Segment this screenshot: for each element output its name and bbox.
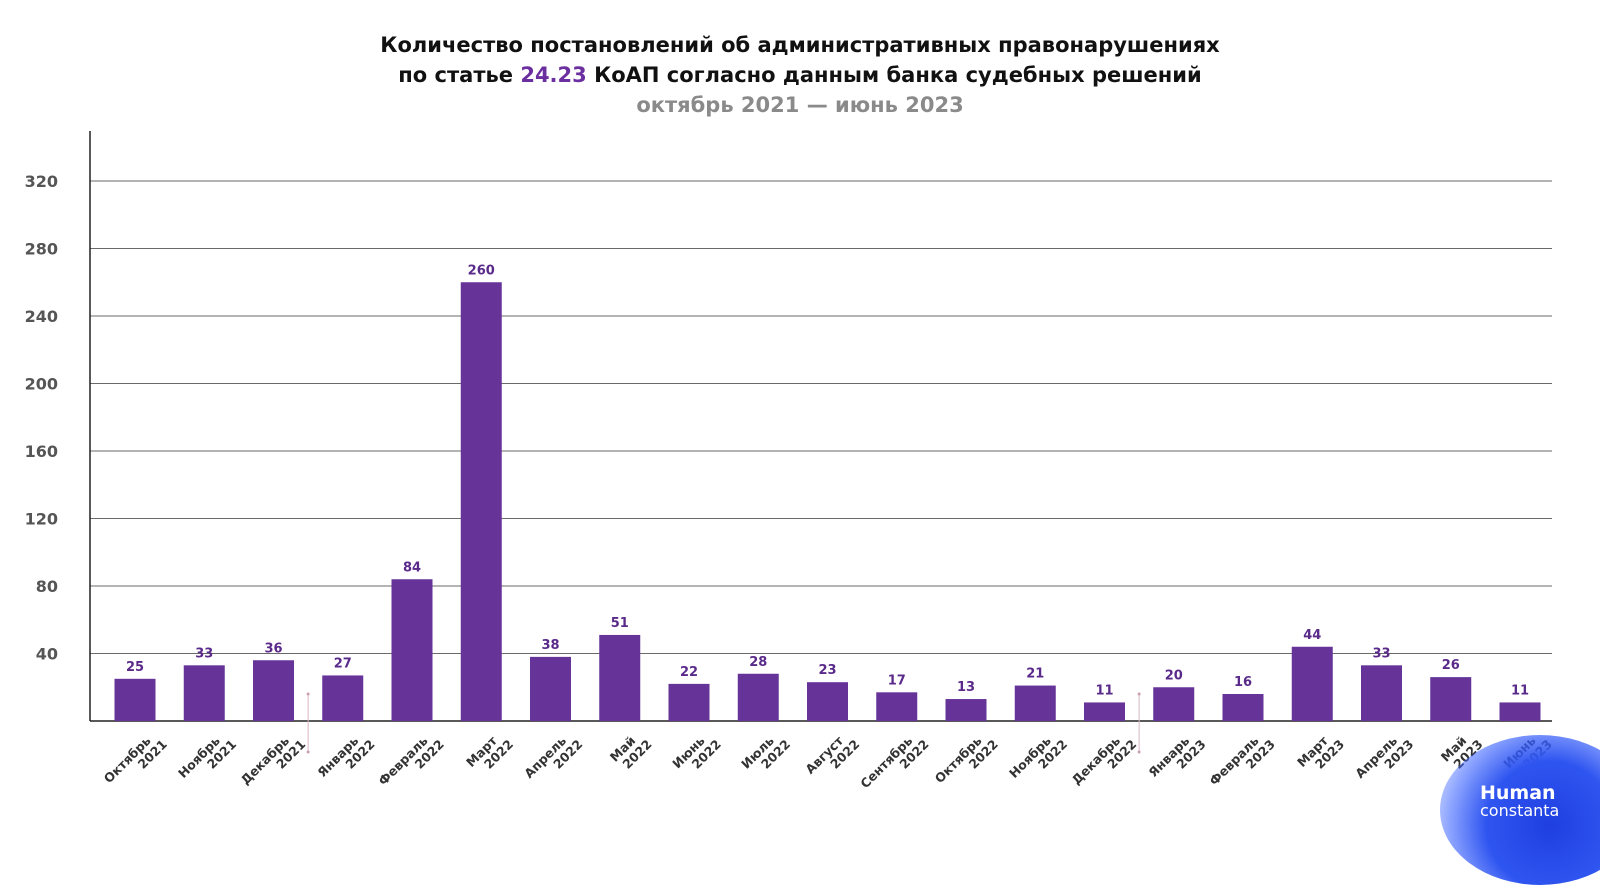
- y-tick-label: 280: [25, 240, 58, 259]
- bar: [599, 634, 641, 721]
- bar: [807, 682, 848, 721]
- data-label: 21: [1026, 667, 1044, 682]
- logo-line2: constanta: [1480, 801, 1560, 820]
- data-label: 36: [264, 641, 282, 656]
- data-label: 260: [468, 263, 495, 278]
- bar: [114, 678, 156, 721]
- chart-subtitle: октябрь 2021 — июнь 2023: [636, 93, 964, 117]
- data-label: 26: [1442, 658, 1460, 673]
- data-label: 16: [1234, 675, 1252, 690]
- y-tick-label: 200: [25, 375, 58, 394]
- y-tick-label: 40: [36, 645, 58, 664]
- chart-title-line2: по статье 24.23 КоАП согласно данным бан…: [0, 60, 1600, 90]
- data-label: 33: [1372, 646, 1390, 661]
- chart-title-line2-start: по статье: [398, 63, 521, 87]
- bar: [183, 665, 225, 721]
- data-label: 11: [1095, 683, 1113, 698]
- data-label: 17: [888, 673, 906, 688]
- data-label: 44: [1303, 628, 1321, 643]
- bar: [1222, 694, 1264, 721]
- bar: [391, 579, 433, 721]
- chart-title-line2-end: КоАП согласно данным банка судебных реше…: [586, 63, 1202, 87]
- y-tick-label: 80: [36, 577, 58, 596]
- data-label: 22: [680, 665, 698, 680]
- year-divider-dot-top: [306, 692, 310, 696]
- bar: [530, 656, 571, 721]
- year-divider-dot-bottom: [1137, 750, 1141, 754]
- chart-title-line1: Количество постановлений об администрати…: [380, 33, 1220, 57]
- chart-title-block: Количество постановлений об администрати…: [0, 30, 1600, 120]
- data-label: 25: [126, 660, 144, 675]
- data-label: 51: [611, 616, 629, 631]
- data-label: 23: [818, 663, 836, 678]
- bar: [322, 675, 364, 721]
- y-tick-label: 240: [25, 307, 58, 326]
- data-label: 33: [195, 646, 213, 661]
- data-label: 28: [749, 655, 767, 670]
- data-label: 84: [403, 560, 421, 575]
- data-label: 11: [1511, 683, 1529, 698]
- logo-line1: Human: [1480, 782, 1556, 804]
- y-tick-label: 120: [25, 510, 58, 529]
- data-label: 27: [334, 656, 352, 671]
- data-label: 38: [541, 638, 559, 653]
- chart-title-article: 24.23: [520, 63, 587, 87]
- bar: [737, 673, 779, 721]
- bar: [1153, 687, 1195, 721]
- bar: [1014, 685, 1056, 721]
- human-constanta-logo: Human constanta: [1480, 784, 1559, 820]
- bar: [460, 282, 502, 721]
- y-tick-label: 160: [25, 442, 58, 461]
- y-tick-label: 320: [25, 172, 58, 191]
- bar: [1361, 665, 1402, 721]
- data-label: 20: [1165, 668, 1183, 683]
- bar: [1084, 702, 1125, 721]
- bar: [1291, 646, 1333, 721]
- bar: [876, 692, 918, 721]
- data-label: 13: [957, 680, 975, 695]
- bar: [1430, 677, 1472, 721]
- bar: [668, 683, 710, 721]
- bar: [945, 699, 987, 721]
- year-divider-dot-bottom: [306, 750, 310, 754]
- year-divider-dot-top: [1137, 692, 1141, 696]
- bar: [253, 660, 294, 721]
- bar: [1499, 702, 1541, 721]
